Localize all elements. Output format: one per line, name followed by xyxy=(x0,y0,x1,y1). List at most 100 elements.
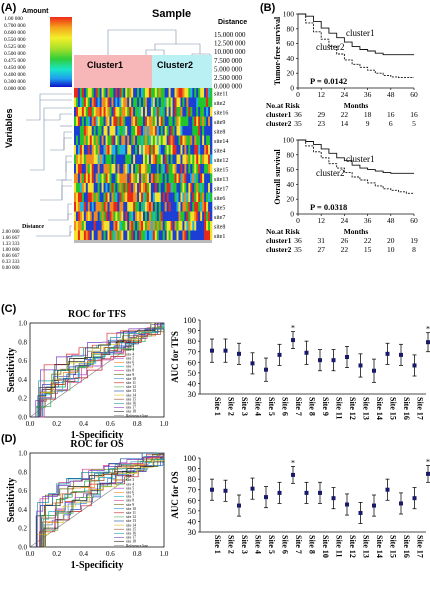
heatmap-cell xyxy=(125,192,128,203)
heatmap-cell xyxy=(109,154,112,165)
heatmap-cell xyxy=(137,202,140,212)
heatmap-cell xyxy=(174,230,177,241)
km-risk2-label: cluster2 xyxy=(266,119,292,128)
heatmap-cell xyxy=(81,145,85,155)
heatmap-cell xyxy=(97,154,100,165)
heatmap-cell xyxy=(194,202,197,212)
heatmap-cell xyxy=(111,192,114,203)
heatmap-cell xyxy=(79,107,83,117)
heatmap-cell xyxy=(139,173,142,184)
heatmap-cell xyxy=(172,88,175,98)
heatmap-cell xyxy=(150,230,154,241)
heatmap-cell xyxy=(135,164,138,174)
heatmap-cell xyxy=(204,135,207,146)
heatmap-cell xyxy=(139,107,142,117)
heatmap-cell xyxy=(113,154,116,165)
heatmap-cell xyxy=(81,126,85,136)
heatmap-row-label: site1 xyxy=(214,234,225,240)
heatmap-cell xyxy=(141,183,144,193)
heatmap-cell xyxy=(135,192,138,203)
km-risk1-label: cluster1 xyxy=(266,110,292,119)
heatmap-cell xyxy=(95,164,98,174)
heatmap-cell xyxy=(146,154,150,165)
heatmap-cell xyxy=(117,183,120,193)
heatmap-cell xyxy=(143,183,146,193)
heatmap-cell xyxy=(83,135,87,146)
heatmap-cell xyxy=(113,211,116,222)
heatmap-cell xyxy=(99,145,102,155)
heatmap-cell xyxy=(91,116,95,127)
panel-c-label: (C) xyxy=(1,303,17,315)
heatmap-cell xyxy=(83,230,87,241)
heatmap-cell xyxy=(196,173,199,184)
heatmap-cell xyxy=(210,126,213,136)
heatmap-cell xyxy=(81,192,85,203)
heatmap-cell xyxy=(113,164,116,174)
heatmap-cell xyxy=(180,135,183,146)
heatmap-cell xyxy=(172,145,175,155)
heatmap-cell xyxy=(119,145,122,155)
heatmap-cell xyxy=(196,107,199,117)
heatmap-cell xyxy=(200,145,203,155)
amount-tick: 0.400 000 xyxy=(4,72,26,78)
heatmap-cell xyxy=(89,164,93,174)
heatmap-cell xyxy=(137,107,140,117)
heatmap-cell xyxy=(174,202,177,212)
heatmap-cell xyxy=(144,183,148,193)
heatmap-cell xyxy=(144,97,148,108)
heatmap-cell xyxy=(164,145,167,155)
heatmap-cell xyxy=(200,97,203,108)
heatmap-cell xyxy=(204,116,207,127)
cluster2-box xyxy=(152,55,212,88)
heatmap-cell xyxy=(81,154,85,165)
heatmap-cell xyxy=(135,97,138,108)
heatmap-cell xyxy=(91,183,95,193)
heatmap-cell xyxy=(91,230,95,241)
heatmap-cell xyxy=(103,202,106,212)
km-y-tick-label: 40 xyxy=(287,180,295,189)
auc-point xyxy=(385,487,390,492)
heatmap-cell xyxy=(125,145,128,155)
heatmap-cell xyxy=(127,202,130,212)
auc-site-label: Site 8 xyxy=(308,397,317,416)
heatmap-cell xyxy=(91,88,95,98)
heatmap-cell xyxy=(190,221,193,231)
heatmap-cell xyxy=(127,126,130,136)
heatmap-cell xyxy=(168,164,171,174)
heatmap-cell xyxy=(109,135,112,146)
heatmap-row-label: site14 xyxy=(214,139,228,145)
variables-dendrogram xyxy=(26,93,72,237)
heatmap-cell xyxy=(87,221,91,231)
heatmap-cell xyxy=(162,107,165,117)
heatmap-cell xyxy=(131,135,134,146)
heatmap-cell xyxy=(196,202,199,212)
heatmap-cell xyxy=(146,116,150,127)
heatmap-cell xyxy=(186,164,189,174)
heatmap-cell xyxy=(162,202,165,212)
heatmap-cell xyxy=(143,107,146,117)
auc-site-label: Site 15 xyxy=(389,397,398,420)
heatmap-cell xyxy=(123,221,126,231)
heatmap-cell xyxy=(194,88,197,98)
km-x-tick-label: 36 xyxy=(364,90,372,99)
heatmap-cell xyxy=(156,126,160,136)
heatmap-cell xyxy=(182,97,185,108)
heatmap-cell xyxy=(121,145,124,155)
heatmap-cell xyxy=(141,135,144,146)
roc-x-tick-label: 0.6 xyxy=(106,550,115,558)
heatmap-cell xyxy=(125,164,128,174)
heatmap-cell xyxy=(97,192,100,203)
heatmap-cell xyxy=(148,230,152,241)
left-distance-tick: 2.00 000 xyxy=(2,230,20,235)
heatmap-cell xyxy=(89,173,93,184)
heatmap-cell xyxy=(119,126,122,136)
heatmap-cell xyxy=(198,221,201,231)
heatmap-cell xyxy=(117,145,120,155)
heatmap-cell xyxy=(186,97,189,108)
roc-y-tick-label: 0.0 xyxy=(18,544,27,552)
heatmap-cell xyxy=(194,230,197,241)
heatmap-cell xyxy=(125,107,128,117)
heatmap-cell xyxy=(77,126,81,136)
